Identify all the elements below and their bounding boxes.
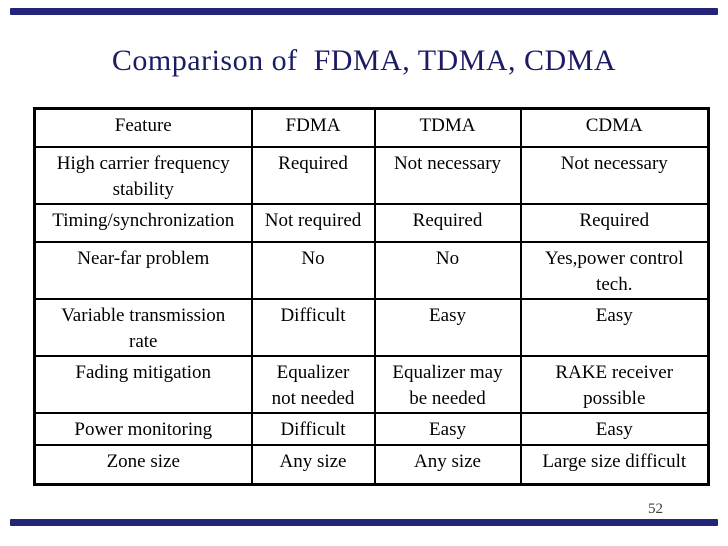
fdma-cell: Not required — [250, 202, 376, 243]
feature-cell: Zone size — [33, 443, 253, 486]
cdma-cell: RAKE receiver possible — [519, 354, 710, 414]
table-row: Power monitoring Difficult Easy Easy — [33, 411, 710, 446]
column-header-tdma: TDMA — [373, 107, 522, 148]
page-number: 52 — [648, 501, 663, 517]
table-row: Variable transmission rate Difficult Eas… — [33, 297, 710, 357]
tdma-cell: Not necessary — [373, 145, 522, 205]
cdma-cell: Yes,power control tech. — [519, 240, 710, 300]
tdma-cell: Required — [373, 202, 522, 243]
feature-cell: Timing/synchronization — [33, 202, 253, 243]
top-accent-bar — [10, 8, 718, 15]
cdma-cell: Large size difficult — [519, 443, 710, 486]
fdma-cell: Equalizer not needed — [250, 354, 376, 414]
cdma-cell: Not necessary — [519, 145, 710, 205]
column-header-feature: Feature — [33, 107, 253, 148]
column-header-fdma: FDMA — [250, 107, 376, 148]
fdma-cell: Any size — [250, 443, 376, 486]
bottom-accent-bar — [10, 519, 718, 526]
table-header-row: Feature FDMA TDMA CDMA — [33, 107, 710, 148]
tdma-cell: No — [373, 240, 522, 300]
slide-title: Comparison of FDMA, TDMA, CDMA — [111, 44, 617, 77]
tdma-cell: Easy — [373, 411, 522, 446]
table-row: Fading mitigation Equalizer not needed E… — [33, 354, 710, 414]
comparison-table: Feature FDMA TDMA CDMA High carrier freq… — [33, 107, 710, 486]
cdma-cell: Easy — [519, 297, 710, 357]
fdma-cell: No — [250, 240, 376, 300]
feature-cell: Near-far problem — [33, 240, 253, 300]
feature-cell: Variable transmission rate — [33, 297, 253, 357]
fdma-cell: Difficult — [250, 297, 376, 357]
table-row: Near-far problem No No Yes,power control… — [33, 240, 710, 300]
column-header-cdma: CDMA — [519, 107, 710, 148]
tdma-cell: Easy — [373, 297, 522, 357]
table-row: High carrier frequency stability Require… — [33, 145, 710, 205]
tdma-cell: Equalizer may be needed — [373, 354, 522, 414]
table-row: Timing/synchronization Not required Requ… — [33, 202, 710, 243]
cdma-cell: Required — [519, 202, 710, 243]
cdma-cell: Easy — [519, 411, 710, 446]
feature-cell: Fading mitigation — [33, 354, 253, 414]
table-row: Zone size Any size Any size Large size d… — [33, 443, 710, 486]
feature-cell: High carrier frequency stability — [33, 145, 253, 205]
fdma-cell: Required — [250, 145, 376, 205]
feature-cell: Power monitoring — [33, 411, 253, 446]
fdma-cell: Difficult — [250, 411, 376, 446]
tdma-cell: Any size — [373, 443, 522, 486]
